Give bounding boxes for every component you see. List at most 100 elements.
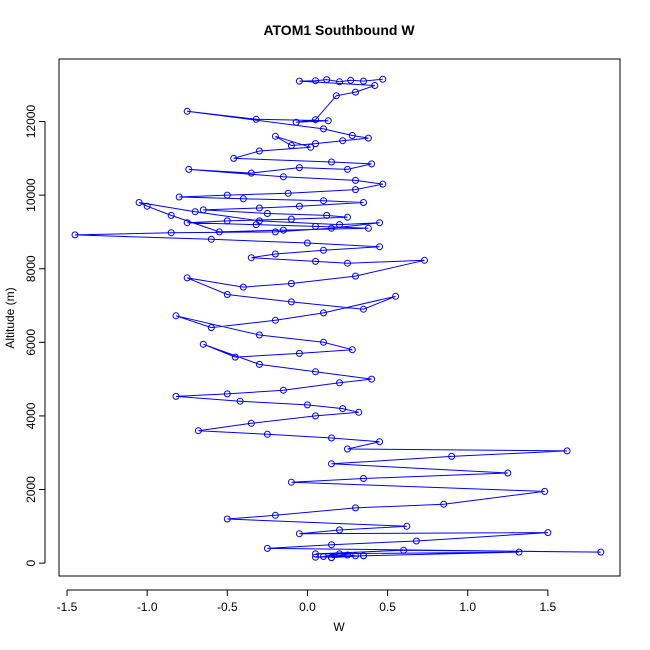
- data-point: [328, 554, 335, 562]
- data-point: [255, 147, 263, 155]
- x-tick-label: -0.5: [217, 600, 238, 614]
- data-point: [320, 338, 327, 346]
- data-point: [279, 226, 287, 234]
- data-point: [239, 283, 247, 291]
- data-point: [421, 256, 428, 264]
- data-point: [515, 548, 523, 556]
- data-point: [312, 550, 319, 558]
- series-layer: [71, 75, 605, 562]
- data-point: [247, 419, 255, 427]
- data-point: [271, 228, 279, 236]
- data-point: [336, 379, 343, 387]
- y-axis: 0 2000 4000 6000 8000 10000 12000: [24, 105, 46, 566]
- y-tick-label: 2000: [24, 476, 38, 503]
- data-point: [312, 368, 319, 376]
- data-point: [223, 191, 231, 199]
- data-point: [544, 529, 552, 537]
- data-point: [320, 125, 327, 133]
- data-point: [368, 375, 376, 383]
- x-axis: -1.5 -1.0 -0.5 0.0 0.5 1.0 1.5: [57, 589, 557, 614]
- data-point: [167, 229, 175, 237]
- data-point: [271, 511, 279, 519]
- data-point: [364, 134, 372, 142]
- data-point: [563, 447, 571, 455]
- data-point: [328, 224, 335, 232]
- data-point: [400, 546, 408, 554]
- data-point: [364, 224, 372, 232]
- data-point: [207, 235, 215, 243]
- data-point: [328, 434, 335, 442]
- data-point: [255, 360, 263, 368]
- data-point: [199, 206, 207, 214]
- x-axis-label: W: [333, 620, 345, 634]
- data-point: [307, 143, 315, 151]
- data-point: [312, 257, 319, 265]
- plot-frame: [58, 58, 621, 577]
- data-point: [376, 243, 384, 251]
- data-point: [172, 392, 180, 400]
- data-point: [348, 132, 356, 139]
- data-point: [379, 180, 387, 188]
- x-tick-label: -1.0: [137, 600, 158, 614]
- data-point: [295, 164, 303, 172]
- data-point: [239, 195, 247, 203]
- data-point: [199, 340, 207, 348]
- x-tick-label: 1.0: [459, 600, 476, 614]
- data-point: [336, 221, 343, 229]
- data-point: [172, 312, 180, 320]
- data-point: [284, 189, 292, 197]
- data-point: [348, 346, 356, 354]
- y-tick-label: 0: [24, 559, 38, 566]
- data-point: [312, 77, 319, 85]
- data-point: [352, 88, 359, 96]
- data-point: [143, 202, 151, 210]
- data-point: [236, 397, 244, 405]
- data-point: [263, 544, 271, 552]
- data-point: [368, 160, 376, 168]
- data-point: [279, 173, 287, 181]
- data-point: [183, 107, 191, 115]
- data-point: [360, 305, 367, 313]
- data-point: [332, 92, 340, 100]
- x-tick-label: 0.5: [379, 600, 396, 614]
- data-point: [352, 552, 359, 560]
- data-point: [263, 210, 271, 217]
- data-point: [412, 537, 420, 545]
- data-point: [312, 553, 319, 561]
- y-tick-label: 6000: [24, 329, 38, 356]
- data-point: [215, 228, 223, 236]
- data-point: [207, 324, 215, 332]
- data-point: [448, 452, 456, 460]
- data-point: [183, 219, 191, 227]
- x-tick-label: 1.5: [540, 600, 557, 614]
- data-point: [295, 202, 303, 210]
- x-tick-label: -1.5: [57, 600, 78, 614]
- data-point: [339, 137, 347, 145]
- data-point: [597, 548, 605, 556]
- data-point: [336, 78, 343, 86]
- data-point: [292, 118, 300, 126]
- data-point: [504, 469, 512, 477]
- data-point: [360, 552, 367, 560]
- data-point: [295, 77, 303, 85]
- y-tick-label: 10000: [24, 178, 38, 212]
- data-point: [287, 280, 295, 287]
- y-tick-label: 12000: [24, 105, 38, 139]
- data-point: [379, 75, 387, 83]
- data-point: [347, 76, 355, 84]
- data-point: [371, 82, 379, 89]
- data-point: [255, 204, 263, 212]
- data-point: [247, 169, 255, 177]
- data-point: [312, 222, 319, 230]
- data-point: [247, 254, 255, 262]
- data-point: [320, 197, 327, 205]
- data-point: [194, 427, 202, 435]
- data-point: [312, 140, 319, 148]
- data-point: [344, 213, 351, 221]
- data-point: [223, 515, 231, 523]
- data-point: [344, 445, 351, 453]
- data-point: [328, 460, 335, 468]
- data-point: [344, 551, 351, 559]
- y-tick-label: 8000: [24, 255, 38, 282]
